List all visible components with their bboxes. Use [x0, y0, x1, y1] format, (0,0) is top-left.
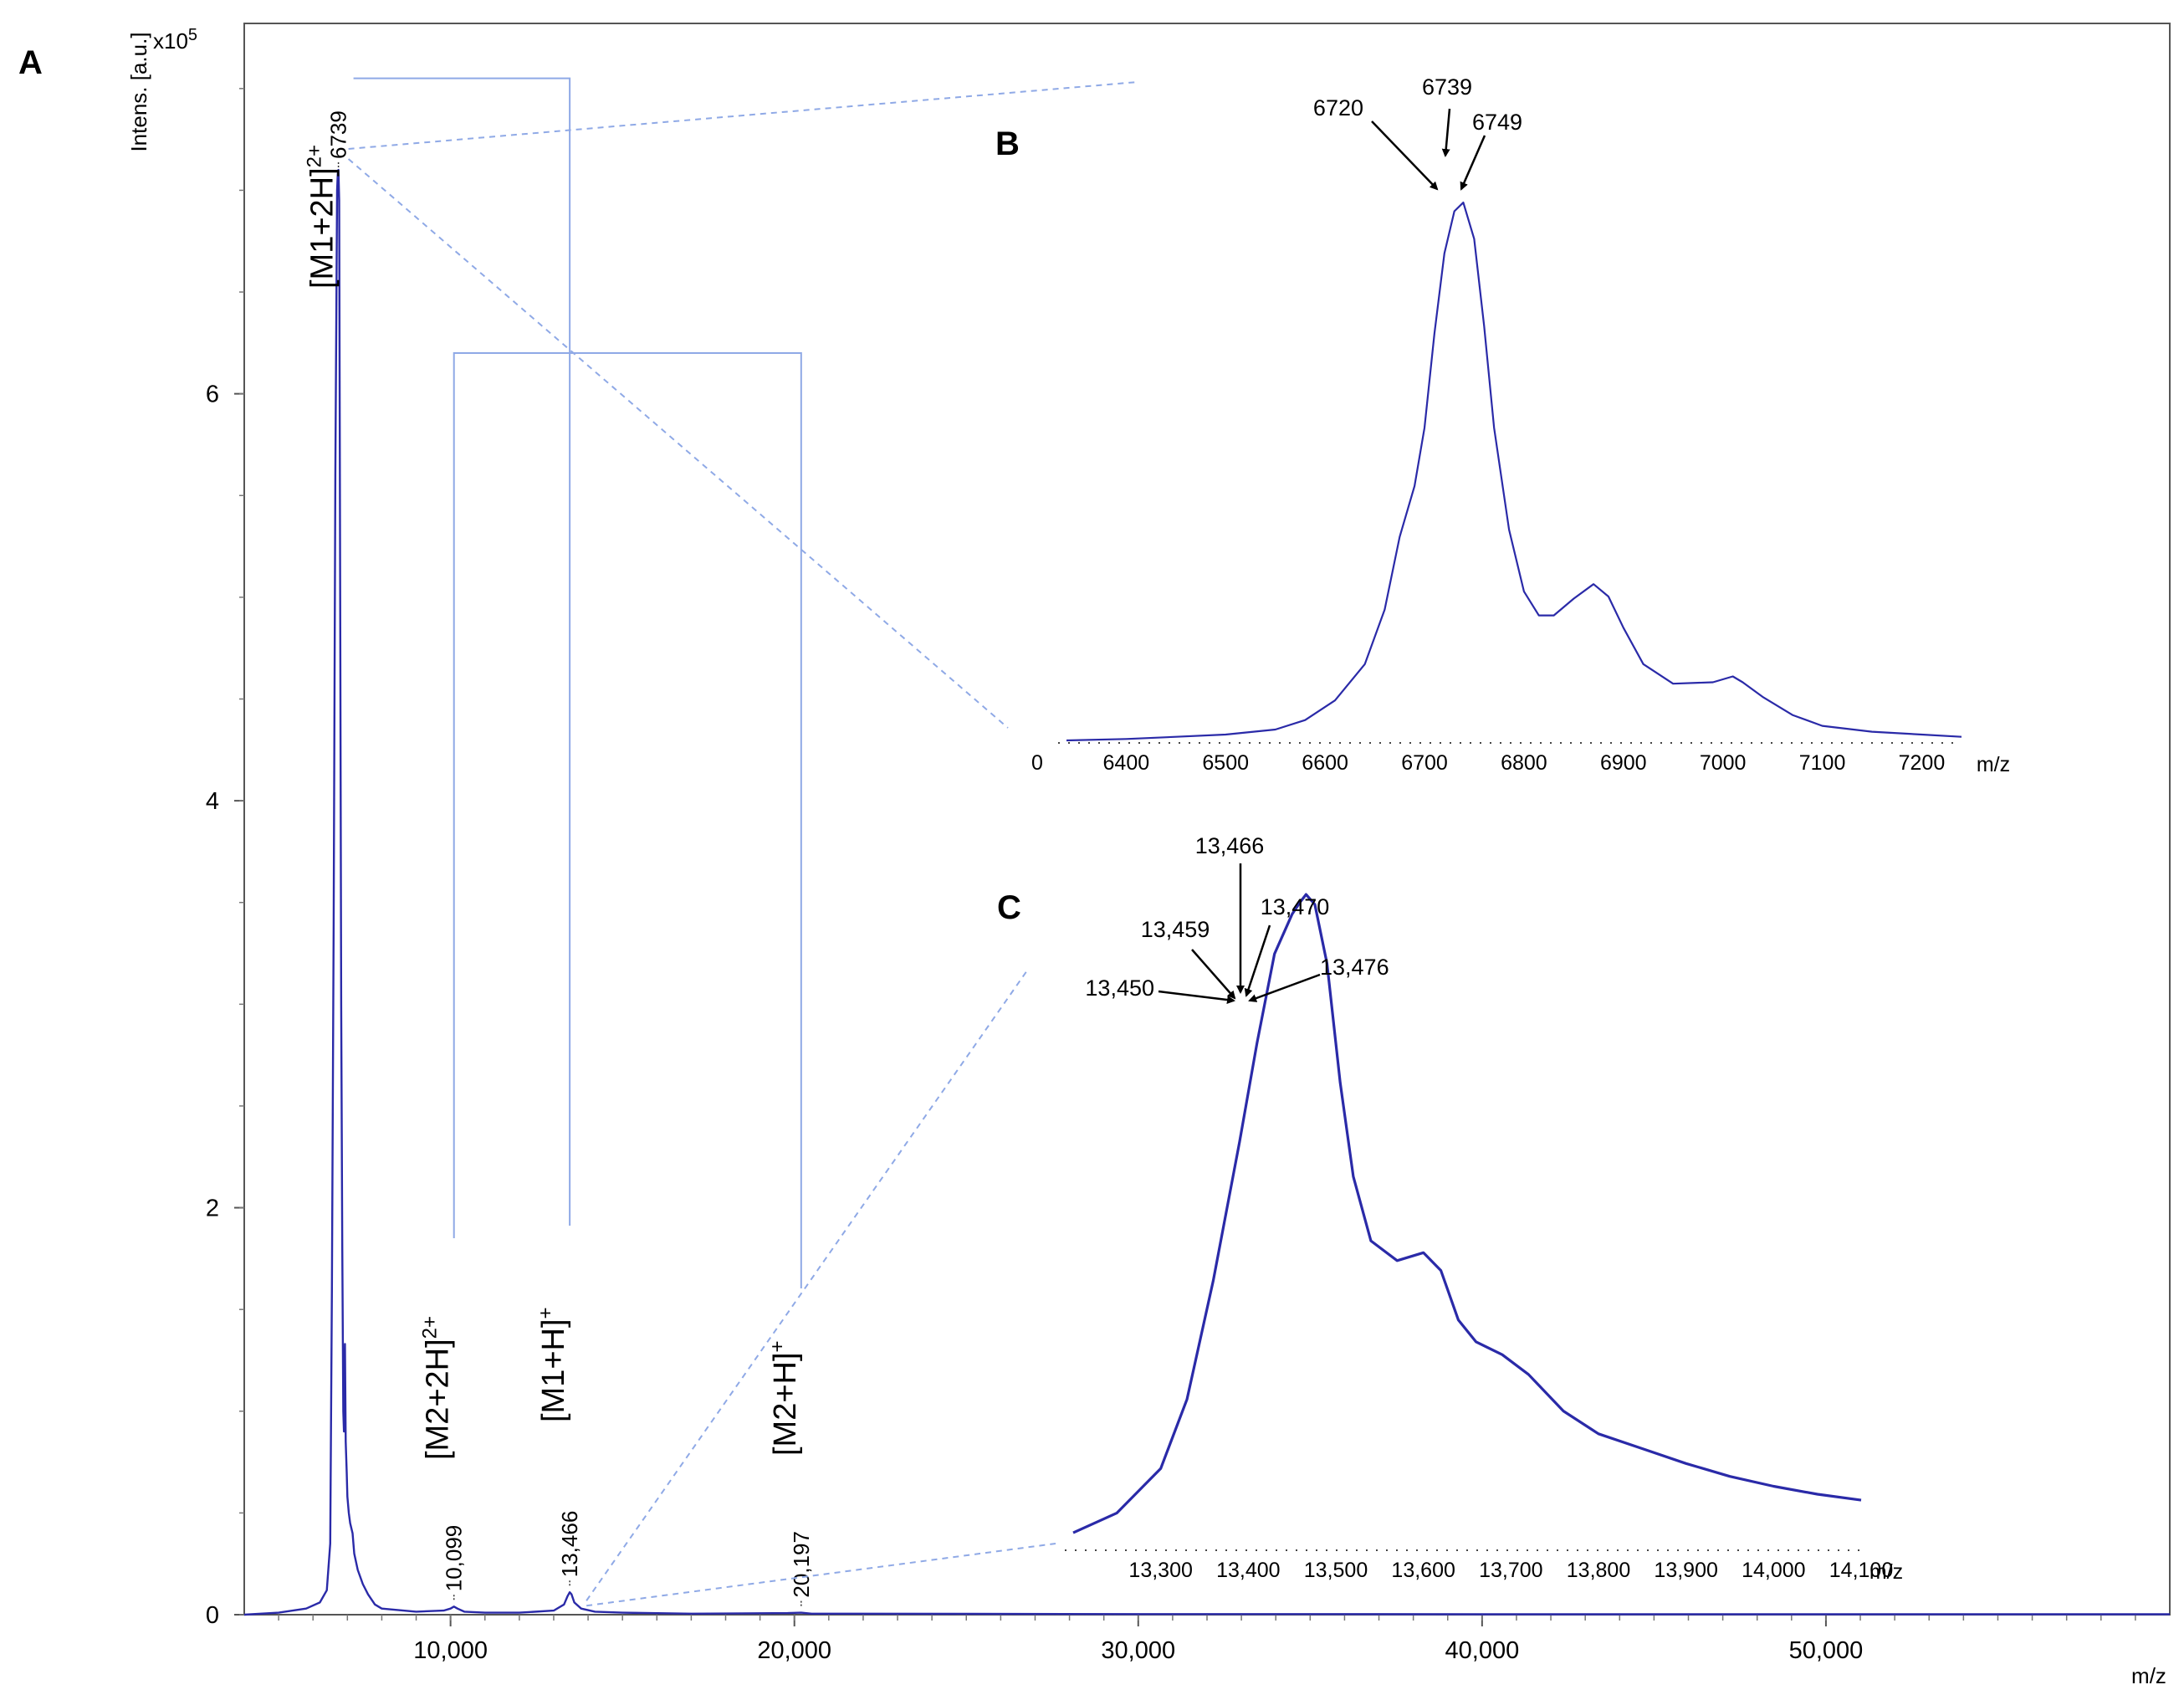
peak-label: 6739	[326, 110, 351, 159]
inset-x-tick-label: 13,800	[1567, 1559, 1630, 1582]
charge-bracket	[353, 77, 571, 1226]
annotation-arrow	[1244, 924, 1271, 997]
panel-label-a: A	[18, 44, 43, 81]
annotation-label: 13,466	[1195, 833, 1265, 858]
ion-label: [M1+2H]2+	[304, 145, 340, 289]
inset-x-tick-label: 6900	[1600, 751, 1647, 775]
peak-label: 13,466	[557, 1511, 582, 1578]
x-tick-label: 10,000	[413, 1637, 488, 1664]
ion-label: [M2+2H]2+	[419, 1316, 456, 1460]
annotation-arrow	[1158, 990, 1235, 1004]
y-tick-label: 2	[206, 1196, 219, 1222]
charge-bracket	[453, 352, 802, 1288]
annotation-label: 13,476	[1320, 955, 1389, 980]
inset-x-tick-label: 13,600	[1391, 1559, 1455, 1582]
annotation-label: 6720	[1313, 95, 1363, 120]
annotation-arrow	[1191, 949, 1236, 1000]
annotation-arrow	[1460, 135, 1486, 191]
inset-x-tick-label: 14,100	[1829, 1559, 1893, 1582]
inset-b: B 6400 6500 6600 6700 6800 6900 7000 7100 7200 m/z…	[347, 74, 2010, 776]
zoom-guide-line	[586, 970, 1028, 1601]
panel-label-c: C	[997, 889, 1021, 926]
spectrum-line	[243, 168, 2170, 1616]
inset-x-tick-label: 7000	[1700, 751, 1747, 775]
x-tick-label: 30,000	[1101, 1637, 1175, 1664]
y-axis-multiplier: x105	[153, 26, 197, 54]
annotation-label: 6739	[1422, 74, 1472, 100]
inset-spectrum-line	[1072, 893, 1862, 1534]
inset-x-tick-label: 6500	[1202, 751, 1249, 775]
zoom-guide-line	[347, 158, 1009, 729]
annotation-arrow	[1371, 120, 1439, 191]
plot-frame	[243, 23, 2171, 1616]
y-tick-label: 0	[206, 1602, 219, 1629]
inset-x-tick-label: 14,000	[1742, 1559, 1805, 1582]
inset-x-tick-label: 6700	[1401, 751, 1448, 775]
zoom-guide-line	[586, 1543, 1056, 1607]
inset-x-tick-label: 6800	[1501, 751, 1547, 775]
zoom-guide-line	[348, 81, 1138, 150]
x-axis-label: m/z	[2131, 1663, 2166, 1688]
y-tick-label: 6	[206, 382, 219, 408]
inset-x-tick-label: 13,400	[1216, 1559, 1280, 1582]
x-tick-label: 20,000	[757, 1637, 831, 1664]
peak-label: 10,099	[442, 1525, 467, 1592]
x-tick-label: 50,000	[1789, 1637, 1864, 1664]
y-tick-label: 4	[206, 788, 219, 815]
annotation-arrow	[1248, 973, 1321, 1002]
inset-x-tick-label: 13,900	[1654, 1559, 1717, 1582]
annotation-label: 13,459	[1141, 917, 1210, 942]
inset-x-tick-label: 7200	[1899, 751, 1946, 775]
inset-y-tick-label: 0	[1031, 751, 1043, 775]
panel-label-b: B	[995, 125, 1020, 162]
inset-x-tick-label: 13,300	[1128, 1559, 1192, 1582]
x-tick-label: 40,000	[1445, 1637, 1520, 1664]
annotation-arrow	[1441, 108, 1451, 157]
y-axis-label: Intens. [a.u.]	[126, 32, 151, 151]
inset-x-tick-label: 7100	[1799, 751, 1846, 775]
annotation-label: 13,470	[1261, 894, 1330, 919]
ion-label: [M1+H]+	[534, 1307, 571, 1422]
inset-spectrum-line	[1066, 202, 1962, 742]
inset-x-tick-label: 6600	[1302, 751, 1348, 775]
peak-label: 20,197	[789, 1531, 814, 1598]
annotation-label: 13,450	[1085, 976, 1154, 1001]
annotation-label: 6749	[1472, 110, 1522, 135]
inset-x-tick-label: 13,500	[1304, 1559, 1368, 1582]
inset-x-axis-label: m/z	[1977, 753, 2010, 776]
inset-x-axis-label: m/z	[1869, 1560, 1903, 1584]
inset-c: C 13,300 13,400 13,500 13,600 13,700 13,800 13,…	[586, 833, 1903, 1607]
inset-x-tick-label: 13,700	[1479, 1559, 1542, 1582]
inset-x-tick-label: 6400	[1103, 751, 1150, 775]
ion-label: [M2+H]+	[766, 1340, 803, 1456]
